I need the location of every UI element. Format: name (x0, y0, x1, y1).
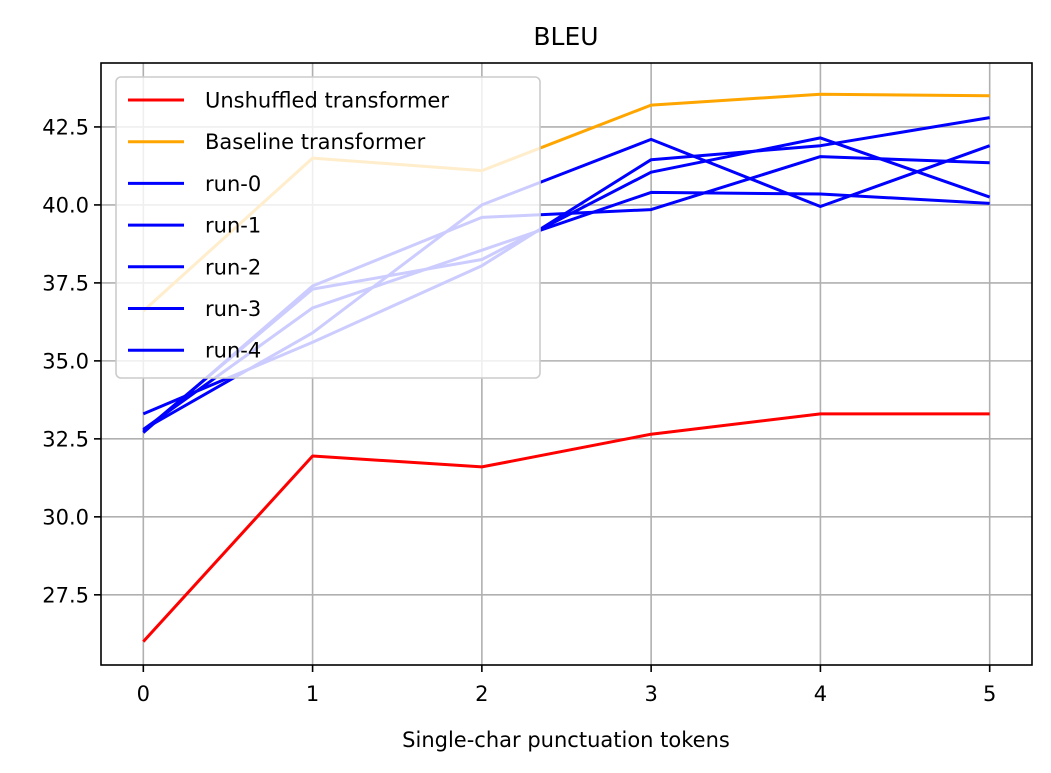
legend-label: run-0 (205, 172, 261, 196)
x-axis-label: Single-char punctuation tokens (402, 728, 730, 752)
legend: Unshuffled transformer Baseline transform… (115, 76, 541, 379)
legend-label: run-3 (205, 297, 261, 321)
legend-label: run-2 (205, 255, 261, 279)
legend-label: run-4 (205, 339, 261, 363)
legend-label: Unshuffled transformer (205, 89, 449, 113)
x-tick-label: 0 (137, 682, 150, 706)
x-tick-label: 2 (475, 682, 488, 706)
y-tick-label: 27.5 (42, 583, 89, 607)
legend-label: run-1 (205, 214, 261, 238)
series-line-1 (142, 412, 990, 643)
legend-label: Baseline transformer (205, 130, 426, 154)
y-tick-label: 40.0 (42, 193, 89, 217)
ticks: 0 1 2 3 4 5 27.5 30.0 32.5 35.0 37.5 40.0 42.5 (42, 115, 996, 706)
y-tick-label: 32.5 (42, 427, 89, 451)
x-tick-label: 1 (306, 682, 319, 706)
y-tick-label: 30.0 (42, 505, 89, 529)
legend-box (115, 76, 541, 379)
chart-title: BLEU (533, 22, 598, 51)
y-tick-label: 35.0 (42, 349, 89, 373)
plot-frame (100, 62, 1033, 666)
x-tick-label: 4 (814, 682, 827, 706)
x-tick-label: 5 (983, 682, 996, 706)
x-tick-label: 3 (644, 682, 657, 706)
y-tick-label: 37.5 (42, 271, 89, 295)
y-tick-label: 42.5 (42, 115, 89, 139)
